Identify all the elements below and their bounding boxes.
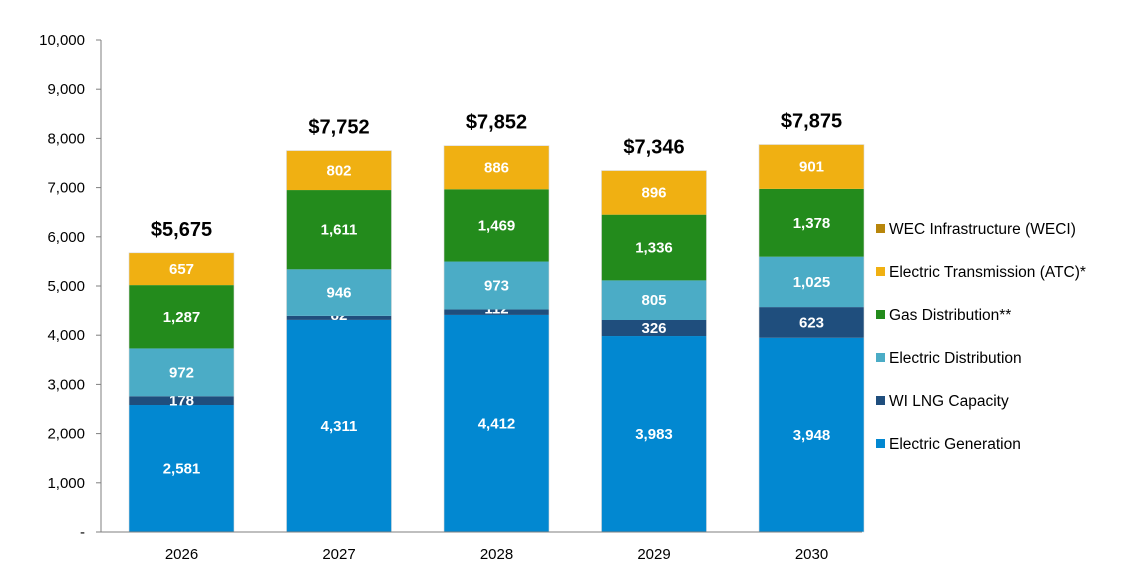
bar-segment	[286, 319, 392, 532]
data-label: 901	[799, 159, 824, 176]
bar-stack-2030: 3,948 623 1,025 1,378 901 $7,875	[758, 111, 865, 533]
data-label: 4,311	[321, 418, 358, 435]
x-tick-label: 2027	[322, 546, 355, 563]
data-label: 886	[484, 159, 509, 176]
bar-segment	[601, 336, 707, 532]
bar-segment	[129, 252, 234, 286]
legend-label: WEC Infrastructure (WECI)	[889, 221, 1076, 238]
data-label: 623	[799, 314, 824, 331]
legend-item: Electric Distribution	[876, 350, 1022, 367]
data-label: 3,983	[635, 426, 673, 443]
bar-segment	[444, 145, 549, 190]
bar-total-label: $7,346	[623, 137, 684, 159]
data-label: -	[179, 238, 184, 255]
y-tick-label: 10,000	[39, 32, 85, 49]
data-label: 802	[326, 162, 351, 179]
bar-segment	[759, 256, 864, 308]
bar-segment	[286, 150, 392, 191]
data-label: 1,469	[478, 217, 516, 234]
bar-segment	[286, 190, 392, 270]
legend-item: Electric Transmission (ATC)*	[876, 264, 1086, 281]
bar-segment	[759, 144, 864, 189]
data-label: 896	[641, 185, 666, 202]
bar-total-label: $5,675	[151, 219, 212, 241]
y-tick-label: 2,000	[47, 426, 85, 443]
bar-segment	[129, 285, 234, 349]
x-tick-label: 2030	[795, 546, 828, 563]
bar-segment	[601, 280, 707, 320]
x-tick-label: 2026	[165, 546, 198, 563]
data-label: 178	[169, 393, 194, 410]
legend: WEC Infrastructure (WECI) Electric Transm…	[876, 221, 1086, 453]
legend-swatch	[876, 396, 885, 405]
data-label: 1,611	[321, 222, 358, 239]
bar-total-label: $7,875	[781, 111, 842, 133]
bar-segment	[286, 269, 392, 316]
bar-total-label: $7,852	[466, 112, 527, 134]
x-axis: 2026 2027 2028 2029 2030	[101, 531, 862, 563]
bar-segment	[759, 307, 864, 338]
bar-stack-2029: 3,983 326 805 1,336 896 $7,346	[601, 137, 707, 533]
y-tick-label: 1,000	[47, 475, 85, 492]
bar-segment	[444, 314, 549, 532]
y-tick-label: 5,000	[47, 278, 85, 295]
legend-label: Electric Transmission (ATC)*	[889, 264, 1086, 281]
y-tick-label: 3,000	[47, 376, 85, 393]
data-label: 1,025	[793, 274, 831, 291]
bar-segment	[129, 348, 234, 397]
legend-swatch	[876, 267, 885, 276]
bar-segment	[444, 309, 549, 315]
legend-item: Electric Generation	[876, 436, 1021, 453]
data-label: 2,581	[163, 461, 201, 478]
bar-segment	[759, 337, 864, 532]
data-label: 946	[326, 285, 351, 302]
data-label: 805	[641, 292, 666, 309]
data-label: 1,336	[635, 240, 673, 257]
bar-segment	[601, 319, 707, 337]
legend-label: Electric Generation	[889, 436, 1021, 453]
legend-item: WI LNG Capacity	[876, 393, 1009, 410]
bar-segment	[129, 396, 234, 406]
y-tick-label: -	[80, 524, 85, 541]
bar-total-label: $7,752	[308, 117, 369, 139]
y-tick-label: 8,000	[47, 130, 85, 147]
data-label: 1,378	[793, 215, 831, 232]
bar-segment	[286, 315, 392, 320]
y-axis: - 1,000 2,000 3,000 4,000 5,000 6,000 7,000 8,00…	[39, 32, 102, 541]
data-label: 973	[484, 277, 509, 294]
y-tick-label: 9,000	[47, 81, 85, 98]
bars: 2,5811789721,287657-$5,6754,311829461,61…	[128, 111, 865, 533]
data-label: 1,287	[163, 309, 201, 326]
legend-swatch	[876, 353, 885, 362]
data-label: 3,948	[793, 427, 831, 444]
legend-swatch	[876, 310, 885, 319]
legend-label: Electric Distribution	[889, 350, 1022, 367]
y-tick-label: 6,000	[47, 229, 85, 246]
x-tick-label: 2029	[637, 546, 670, 563]
bar-segment	[444, 189, 549, 262]
legend-swatch	[876, 224, 885, 233]
y-tick-label: 4,000	[47, 327, 85, 344]
bar-segment	[444, 261, 549, 310]
data-label: 972	[169, 364, 194, 381]
x-tick-label: 2028	[480, 546, 513, 563]
bar-segment	[601, 170, 707, 215]
bar-segment	[759, 188, 864, 257]
y-tick-label: 7,000	[47, 180, 85, 197]
bar-segment	[129, 405, 234, 532]
data-label: 326	[641, 320, 666, 337]
legend-label: Gas Distribution**	[889, 307, 1011, 324]
data-label: 657	[169, 261, 194, 278]
legend-item: WEC Infrastructure (WECI)	[876, 221, 1076, 238]
legend-item: Gas Distribution**	[876, 307, 1011, 324]
legend-swatch	[876, 439, 885, 448]
legend-label: WI LNG Capacity	[889, 393, 1009, 410]
bar-segment	[601, 214, 707, 281]
data-label: 4,412	[478, 415, 516, 432]
bar-stack-2026: 2,581 178 972 1,287 657 -$5,675	[128, 219, 235, 533]
